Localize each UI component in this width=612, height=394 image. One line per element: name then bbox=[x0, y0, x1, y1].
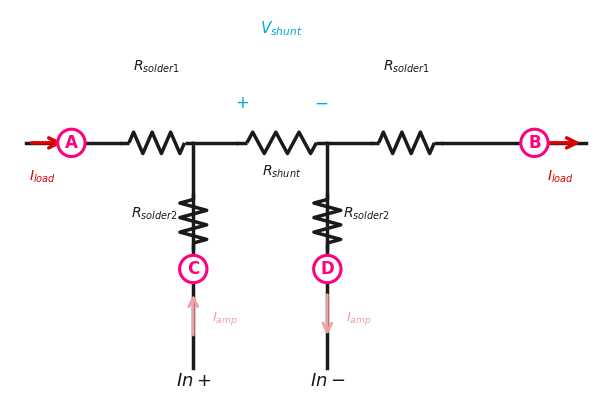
Text: $R_{solder1}$: $R_{solder1}$ bbox=[133, 58, 180, 74]
Text: $+$: $+$ bbox=[235, 94, 249, 112]
Text: $R_{solder1}$: $R_{solder1}$ bbox=[383, 58, 430, 74]
Text: D: D bbox=[321, 260, 334, 278]
Text: A: A bbox=[65, 134, 78, 152]
Text: $R_{solder2}$: $R_{solder2}$ bbox=[343, 205, 389, 222]
Text: $I_{load}$: $I_{load}$ bbox=[29, 169, 56, 186]
Text: $\mathit{In+}$: $\mathit{In+}$ bbox=[176, 372, 211, 390]
Text: $R_{solder2}$: $R_{solder2}$ bbox=[132, 205, 178, 222]
Text: $\mathit{In-}$: $\mathit{In-}$ bbox=[310, 372, 345, 390]
Text: $-$: $-$ bbox=[314, 94, 328, 112]
Text: B: B bbox=[528, 134, 541, 152]
Text: $I_{load}$: $I_{load}$ bbox=[547, 169, 573, 186]
Text: C: C bbox=[187, 260, 200, 278]
Text: $V_{shunt}$: $V_{shunt}$ bbox=[260, 19, 303, 37]
Text: $I_{amp}$: $I_{amp}$ bbox=[346, 310, 371, 327]
Text: $R_{shunt}$: $R_{shunt}$ bbox=[262, 164, 301, 180]
Text: $I_{amp}$: $I_{amp}$ bbox=[212, 310, 237, 327]
